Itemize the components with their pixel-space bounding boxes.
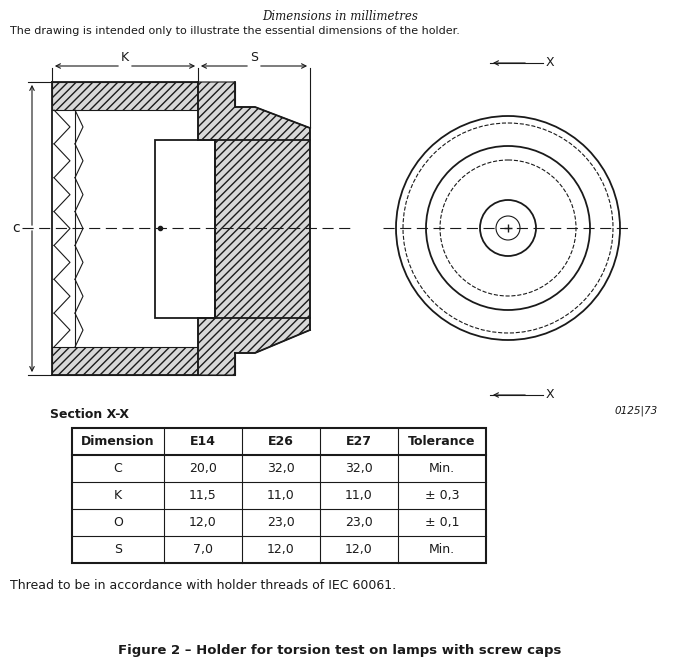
Text: Min.: Min.: [429, 543, 455, 556]
Text: 0125|73: 0125|73: [615, 405, 658, 416]
Text: The drawing is intended only to illustrate the essential dimensions of the holde: The drawing is intended only to illustra…: [10, 26, 460, 36]
Text: Figure 2 – Holder for torsion test on lamps with screw caps: Figure 2 – Holder for torsion test on la…: [118, 644, 562, 657]
Text: O: O: [113, 516, 123, 529]
Text: X: X: [546, 388, 555, 402]
Polygon shape: [198, 82, 235, 140]
Text: 23,0: 23,0: [345, 516, 373, 529]
Text: 11,0: 11,0: [345, 489, 373, 502]
Text: K: K: [114, 489, 122, 502]
Text: ± 0,1: ± 0,1: [425, 516, 459, 529]
Polygon shape: [52, 82, 198, 110]
Text: Thread to be in accordance with holder threads of IEC 60061.: Thread to be in accordance with holder t…: [10, 579, 396, 592]
Polygon shape: [198, 318, 235, 375]
Text: K: K: [121, 51, 129, 64]
Text: o: o: [157, 238, 163, 248]
Text: Dimension: Dimension: [81, 435, 155, 448]
Text: 11,5: 11,5: [189, 489, 217, 502]
Text: S: S: [250, 51, 258, 64]
Text: 32,0: 32,0: [267, 462, 295, 475]
Text: 11,0: 11,0: [267, 489, 295, 502]
Text: E14: E14: [190, 435, 216, 448]
Text: Min.: Min.: [429, 462, 455, 475]
Text: E27: E27: [346, 435, 372, 448]
Text: C: C: [114, 462, 122, 475]
Text: Section X-X: Section X-X: [50, 408, 129, 421]
Text: S: S: [114, 543, 122, 556]
Text: c: c: [12, 221, 20, 235]
Polygon shape: [198, 82, 310, 375]
Text: 12,0: 12,0: [345, 543, 373, 556]
Text: ± 0,3: ± 0,3: [425, 489, 459, 502]
Text: 20,0: 20,0: [189, 462, 217, 475]
Polygon shape: [52, 347, 198, 375]
Text: E26: E26: [268, 435, 294, 448]
Text: Dimensions in millimetres: Dimensions in millimetres: [262, 10, 418, 23]
Text: 12,0: 12,0: [267, 543, 295, 556]
Text: 7,0: 7,0: [193, 543, 213, 556]
Text: 32,0: 32,0: [345, 462, 373, 475]
Text: Tolerance: Tolerance: [408, 435, 476, 448]
Text: 12,0: 12,0: [189, 516, 217, 529]
Text: 23,0: 23,0: [267, 516, 295, 529]
Polygon shape: [155, 140, 215, 318]
Text: X: X: [546, 56, 555, 70]
